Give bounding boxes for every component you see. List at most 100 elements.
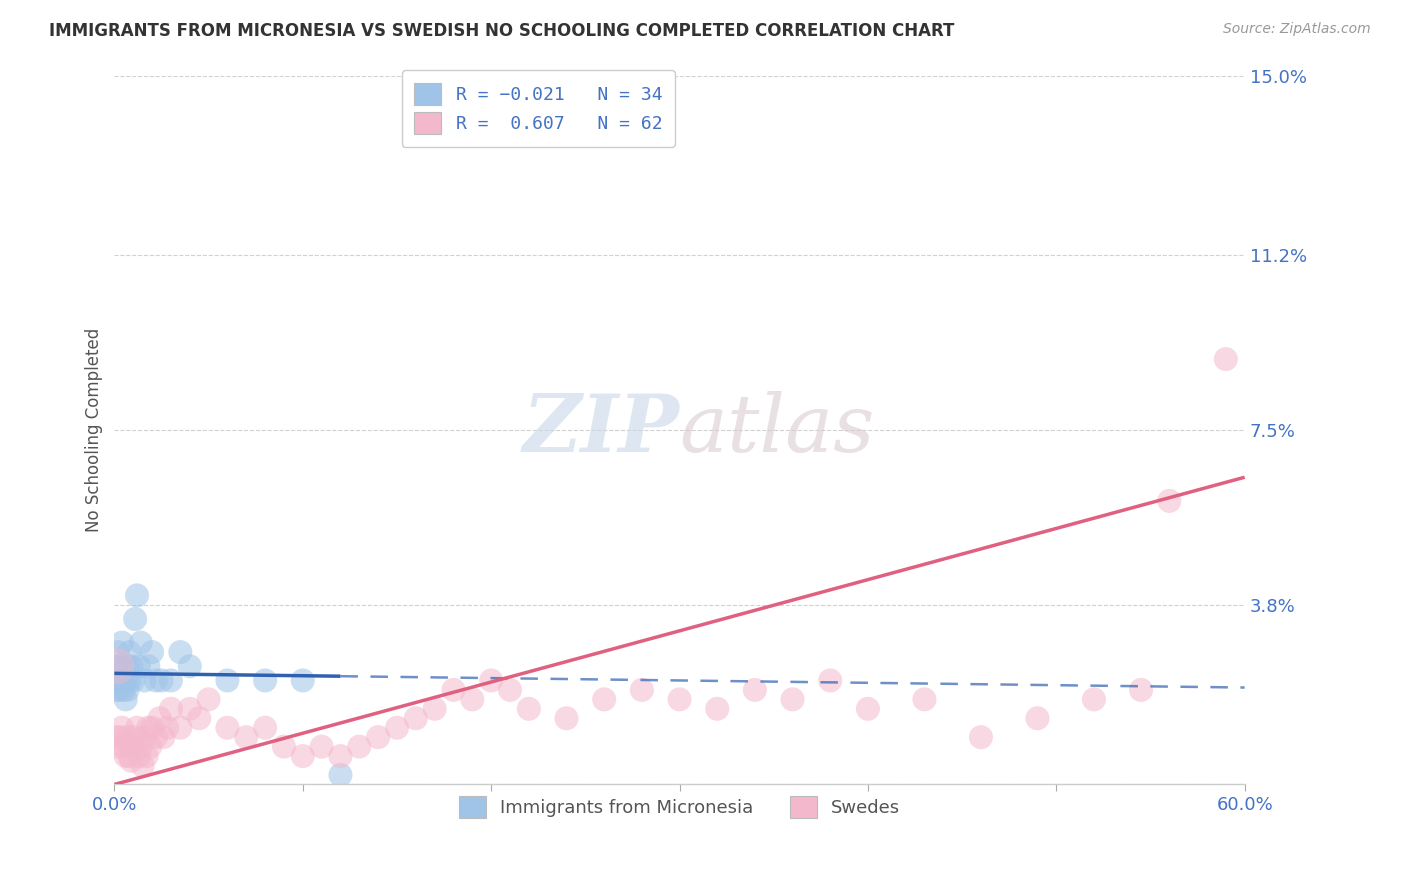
- Point: [593, 692, 616, 706]
- Point: [217, 721, 239, 735]
- Point: [108, 730, 131, 744]
- Point: [114, 692, 136, 706]
- Point: [112, 682, 135, 697]
- Text: atlas: atlas: [679, 392, 875, 468]
- Point: [150, 673, 173, 688]
- Point: [122, 673, 145, 688]
- Point: [124, 730, 146, 744]
- Point: [385, 721, 408, 735]
- Point: [152, 730, 174, 744]
- Point: [291, 673, 314, 688]
- Point: [145, 730, 167, 744]
- Point: [111, 635, 134, 649]
- Point: [1215, 352, 1237, 367]
- Point: [1083, 692, 1105, 706]
- Point: [1026, 711, 1049, 725]
- Text: Source: ZipAtlas.com: Source: ZipAtlas.com: [1223, 22, 1371, 37]
- Point: [134, 730, 156, 744]
- Point: [145, 673, 167, 688]
- Point: [197, 692, 219, 706]
- Point: [818, 673, 841, 688]
- Point: [668, 692, 690, 706]
- Point: [108, 682, 131, 697]
- Point: [105, 682, 128, 697]
- Point: [118, 749, 141, 764]
- Point: [443, 682, 465, 697]
- Point: [122, 739, 145, 754]
- Point: [128, 749, 150, 764]
- Point: [117, 659, 139, 673]
- Point: [169, 645, 191, 659]
- Point: [124, 612, 146, 626]
- Legend: Immigrants from Micronesia, Swedes: Immigrants from Micronesia, Swedes: [451, 789, 907, 825]
- Point: [1130, 682, 1153, 697]
- Point: [112, 659, 135, 673]
- Text: IMMIGRANTS FROM MICRONESIA VS SWEDISH NO SCHOOLING COMPLETED CORRELATION CHART: IMMIGRANTS FROM MICRONESIA VS SWEDISH NO…: [49, 22, 955, 40]
- Point: [179, 702, 201, 716]
- Point: [499, 682, 522, 697]
- Point: [108, 659, 131, 673]
- Point: [125, 721, 148, 735]
- Point: [169, 721, 191, 735]
- Point: [744, 682, 766, 697]
- Point: [479, 673, 502, 688]
- Y-axis label: No Schooling Completed: No Schooling Completed: [86, 328, 103, 533]
- Point: [120, 659, 142, 673]
- Point: [291, 749, 314, 764]
- Point: [970, 730, 993, 744]
- Point: [112, 739, 135, 754]
- Point: [134, 673, 156, 688]
- Point: [349, 739, 371, 754]
- Point: [254, 721, 277, 735]
- Point: [160, 702, 183, 716]
- Point: [1159, 494, 1181, 508]
- Point: [118, 673, 141, 688]
- Point: [856, 702, 879, 716]
- Point: [782, 692, 804, 706]
- Point: [114, 749, 136, 764]
- Point: [105, 730, 128, 744]
- Point: [131, 758, 153, 772]
- Point: [128, 659, 150, 673]
- Point: [141, 721, 163, 735]
- Point: [423, 702, 446, 716]
- Point: [141, 645, 163, 659]
- Point: [367, 730, 389, 744]
- Point: [217, 673, 239, 688]
- Point: [188, 711, 211, 725]
- Point: [136, 721, 159, 735]
- Point: [105, 659, 128, 673]
- Point: [311, 739, 333, 754]
- Point: [329, 768, 352, 782]
- Point: [555, 711, 578, 725]
- Point: [129, 739, 152, 754]
- Point: [107, 645, 129, 659]
- Point: [111, 673, 134, 688]
- Point: [117, 682, 139, 697]
- Point: [461, 692, 484, 706]
- Point: [104, 659, 127, 673]
- Point: [405, 711, 427, 725]
- Point: [129, 635, 152, 649]
- Point: [149, 711, 172, 725]
- Point: [111, 721, 134, 735]
- Point: [136, 659, 159, 673]
- Point: [179, 659, 201, 673]
- Point: [273, 739, 295, 754]
- Point: [235, 730, 257, 744]
- Point: [107, 673, 129, 688]
- Point: [329, 749, 352, 764]
- Point: [117, 730, 139, 744]
- Point: [118, 645, 141, 659]
- Point: [107, 739, 129, 754]
- Point: [517, 702, 540, 716]
- Point: [120, 754, 142, 768]
- Point: [631, 682, 654, 697]
- Point: [156, 721, 179, 735]
- Point: [125, 588, 148, 602]
- Text: ZIP: ZIP: [523, 392, 679, 468]
- Point: [160, 673, 183, 688]
- Point: [114, 673, 136, 688]
- Point: [135, 749, 157, 764]
- Point: [254, 673, 277, 688]
